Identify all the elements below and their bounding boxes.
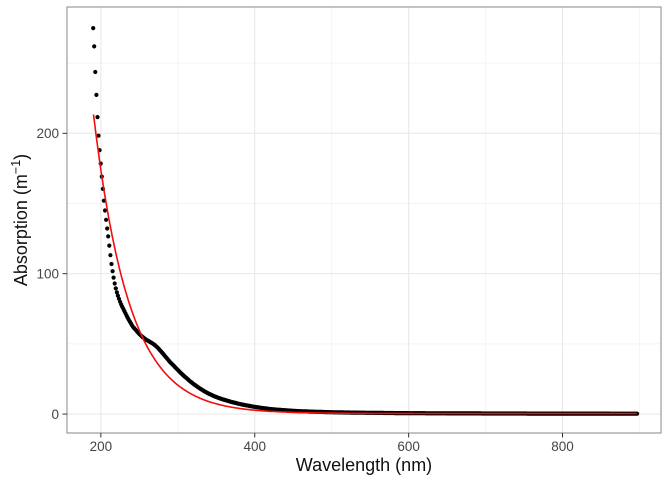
x-tick-label: 200 [90, 439, 113, 454]
plot-panel [67, 7, 661, 433]
x-tick-label: 400 [243, 439, 266, 454]
y-tick-label: 200 [36, 126, 59, 141]
axis-tick-marks [62, 132, 564, 438]
panel-border [66, 6, 662, 434]
fit-line [92, 114, 637, 415]
y-axis-title: Absorption (m−1) [9, 154, 31, 286]
y-tick-label: 0 [51, 407, 59, 422]
y-axis-tick-labels: 0 100 200 [36, 126, 59, 422]
fit-line-series [92, 114, 637, 415]
x-axis-title: Wavelength (nm) [296, 455, 432, 475]
major-gridlines [67, 7, 661, 433]
y-tick-label: 100 [36, 266, 59, 281]
x-tick-label: 800 [551, 439, 574, 454]
x-axis-tick-labels: 200 400 600 800 [90, 439, 574, 454]
x-tick-label: 600 [397, 439, 420, 454]
minor-gridlines [67, 7, 661, 433]
